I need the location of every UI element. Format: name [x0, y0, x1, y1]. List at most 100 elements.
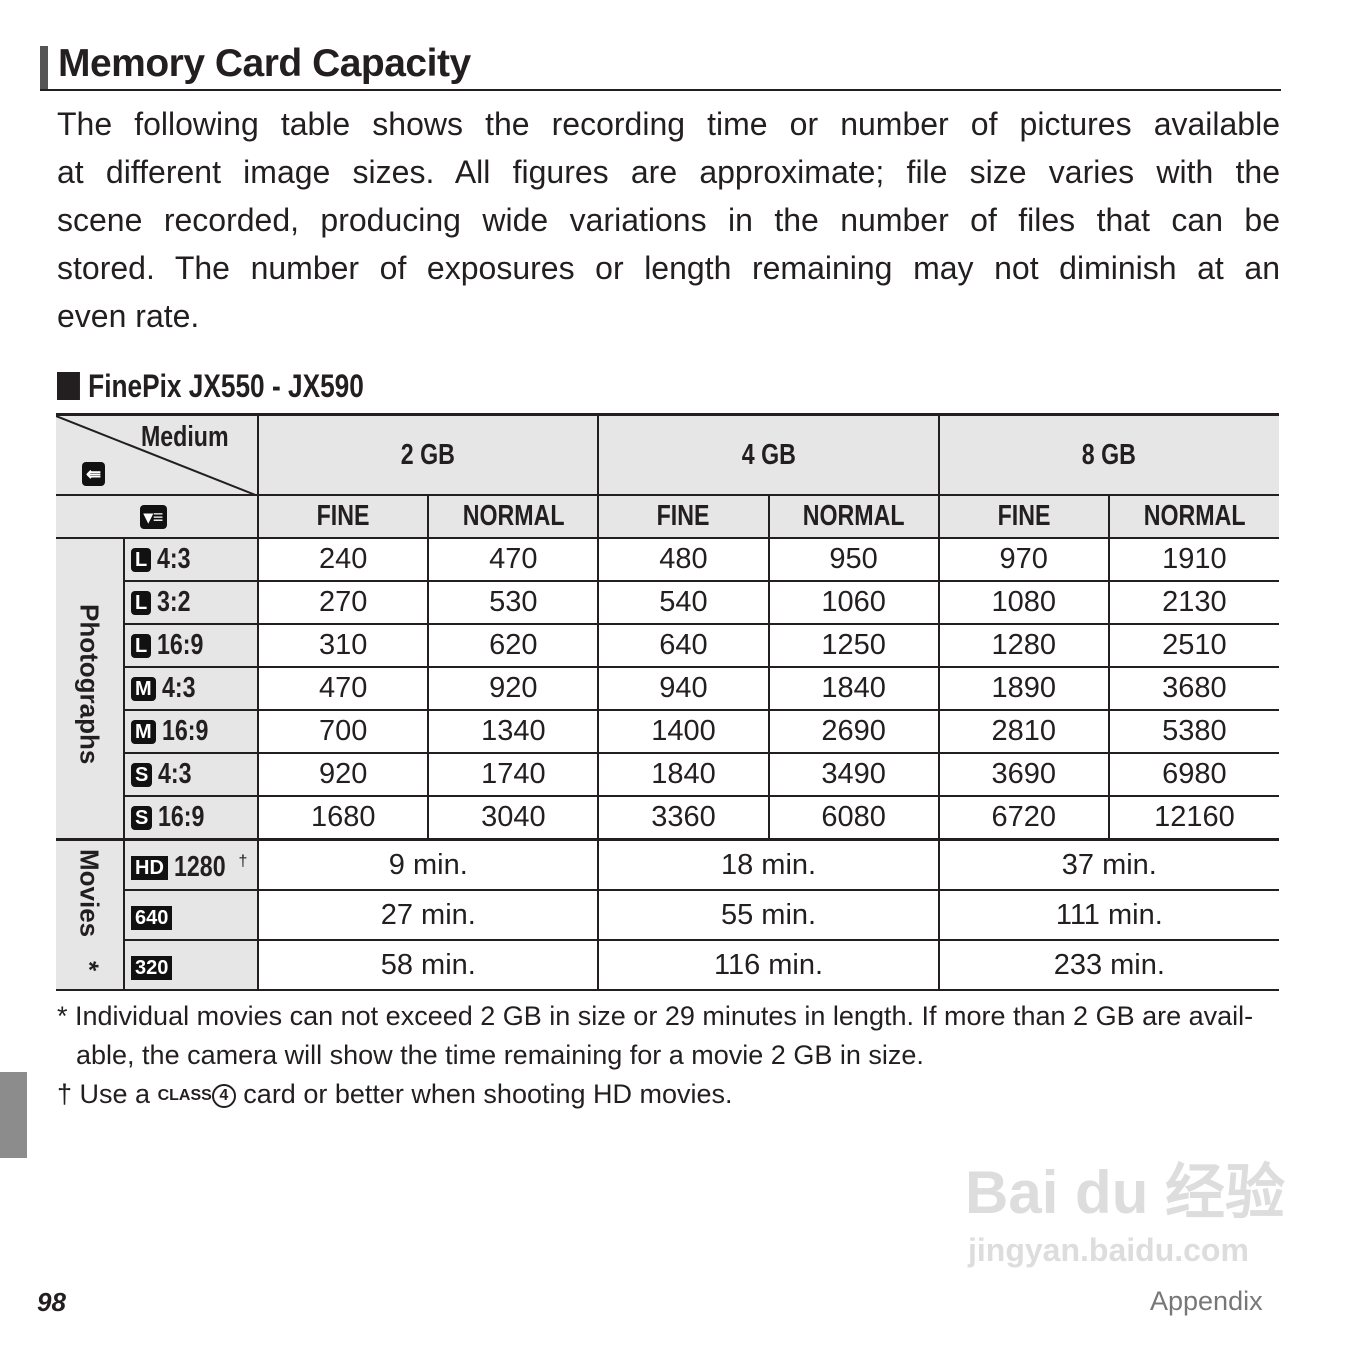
size-S-icon: S	[131, 763, 153, 787]
capacity-cell: 1280	[937, 622, 1110, 668]
footnote-star-line: able, the camera will show the time rema…	[76, 1039, 924, 1070]
movie-row: 640 27 min. 55 min. 111 min.	[56, 888, 1279, 941]
capacity-table: Medium ⇚ 2 GB 4 GB 8 GB ▾≡ FINE NORMAL F…	[56, 413, 1279, 991]
footnote-star-line: * Individual movies can not exceed 2 GB …	[57, 1000, 1254, 1031]
square-bullet-icon	[57, 372, 80, 400]
table-and-notes: Medium ⇚ 2 GB 4 GB 8 GB ▾≡ FINE NORMAL F…	[56, 413, 1279, 1115]
capacity-cell: 1400	[597, 708, 770, 754]
movie-320-icon: 320	[131, 956, 173, 981]
quality-header: FINE	[257, 493, 430, 539]
capacity-cell: 240	[257, 536, 430, 582]
intro-paragraph: The following table shows the recording …	[57, 100, 1280, 340]
photo-row: S 16:9 1680 3040 3360 6080 6720 12160	[56, 794, 1279, 840]
capacity-cell: 3360	[597, 794, 770, 840]
capacity-cell: 1840	[597, 751, 770, 797]
size-S-icon: S	[131, 806, 153, 830]
photo-row: Photographs L 4:3 240 470 480 950 970 1910	[56, 536, 1279, 840]
capacity-cell: 2510	[1107, 622, 1279, 668]
title-accent-bar	[40, 46, 48, 90]
capacity-cell: 1840	[767, 665, 940, 711]
movie-size-label: 640	[124, 888, 260, 941]
movie-HD-icon: HD	[131, 856, 168, 881]
capacity-cell: 12160	[1107, 794, 1279, 840]
quality-icon-cell: ▾≡	[56, 493, 260, 539]
paragraph-line: scene recorded, producing wide variation…	[57, 202, 1280, 238]
movie-row: Movies* HD 1280 † 9 min. 18 min. 37 min.	[56, 837, 1279, 991]
recording-time-cell: 111 min.	[937, 888, 1279, 941]
image-size-icon: ⇚	[82, 462, 106, 486]
capacity-cell: 620	[427, 622, 600, 668]
recording-time-cell: 55 min.	[597, 888, 940, 941]
capacity-cell: 470	[257, 665, 430, 711]
capacity-cell: 940	[597, 665, 770, 711]
image-size-label: L 16:9	[124, 622, 260, 668]
image-size-label: L 4:3	[123, 536, 260, 582]
paragraph-line: stored. The number of exposures or lengt…	[57, 250, 1280, 286]
recording-time-cell: 27 min.	[257, 888, 600, 941]
capacity-cell: 2130	[1107, 579, 1279, 625]
recording-time-cell: 58 min.	[257, 938, 600, 991]
quality-header: NORMAL	[427, 493, 600, 539]
watermark-url: jingyan.baidu.com	[968, 1232, 1249, 1268]
capacity-cell: 6980	[1107, 751, 1279, 797]
capacity-cell: 540	[597, 579, 770, 625]
capacity-cell: 920	[257, 751, 430, 797]
quality-header: NORMAL	[767, 493, 940, 539]
model-subheading: FinePix JX550 - JX590	[57, 368, 364, 405]
quality-header: NORMAL	[1107, 493, 1279, 539]
footnotes: * Individual movies can not exceed 2 GB …	[57, 997, 1280, 1115]
movie-row: 320 58 min. 116 min. 233 min.	[56, 938, 1279, 991]
capacity-cell: 1680	[257, 794, 430, 840]
recording-time-cell: 9 min.	[257, 837, 600, 891]
page-number: 98	[37, 1287, 66, 1317]
capacity-cell: 1340	[427, 708, 600, 754]
size-L-icon: L	[131, 634, 152, 658]
class4-logo-icon: CLASS 4	[158, 1076, 236, 1115]
capacity-cell: 5380	[1107, 708, 1279, 754]
capacity-cell: 6080	[767, 794, 940, 840]
page-title: Memory Card Capacity	[58, 42, 471, 85]
photo-row: L 3:2 270 530 540 1060 1080 2130	[56, 579, 1279, 625]
size-M-icon: M	[131, 720, 156, 744]
capacity-cell: 480	[597, 536, 770, 582]
diagonal-line	[56, 416, 258, 496]
capacity-cell: 700	[257, 708, 430, 754]
quality-header: FINE	[597, 493, 770, 539]
capacity-cell: 1740	[427, 751, 600, 797]
photo-row: M 16:9 700 1340 1400 2690 2810 5380	[56, 708, 1279, 754]
image-size-label: S 16:9	[124, 794, 260, 840]
capacity-cell: 270	[257, 579, 430, 625]
recording-time-cell: 233 min.	[937, 938, 1279, 991]
capacity-cell: 6720	[937, 794, 1110, 840]
capacity-cell: 970	[937, 536, 1110, 582]
movies-group-label: Movies*	[56, 837, 126, 991]
recording-time-cell: 116 min.	[597, 938, 940, 991]
diagonal-header-cell: Medium ⇚	[56, 413, 260, 496]
movie-640-icon: 640	[131, 906, 173, 931]
watermark-logo: Bai du 经验	[965, 1159, 1286, 1226]
capacity-cell: 2690	[767, 708, 940, 754]
medium-label: Medium	[140, 421, 229, 453]
header-row-quality: ▾≡ FINE NORMAL FINE NORMAL FINE NORMAL	[56, 493, 1279, 539]
capacity-cell: 1250	[767, 622, 940, 668]
capacity-cell: 2810	[937, 708, 1110, 754]
photographs-group-label: Photographs	[56, 536, 126, 840]
quality-header: FINE	[937, 493, 1110, 539]
paragraph-line: even rate.	[57, 298, 200, 334]
photo-row: L 16:9 310 620 640 1250 1280 2510	[56, 622, 1279, 668]
capacity-cell: 310	[257, 622, 430, 668]
size-M-icon: M	[131, 677, 156, 701]
capacity-cell: 3690	[937, 751, 1110, 797]
header-row-media: Medium ⇚ 2 GB 4 GB 8 GB	[56, 413, 1279, 496]
image-size-label: M 4:3	[124, 665, 260, 711]
size-L-icon: L	[131, 591, 152, 615]
recording-time-cell: 18 min.	[597, 837, 940, 891]
capacity-cell: 920	[427, 665, 600, 711]
recording-time-cell: 37 min.	[937, 837, 1279, 891]
capacity-cell: 470	[427, 536, 600, 582]
movie-size-label: 320	[124, 938, 260, 991]
paragraph-line: at different image sizes. All figures ar…	[57, 154, 1280, 190]
capacity-cell: 3040	[427, 794, 600, 840]
media-header-8gb: 8 GB	[937, 413, 1279, 496]
image-quality-icon: ▾≡	[139, 505, 168, 529]
